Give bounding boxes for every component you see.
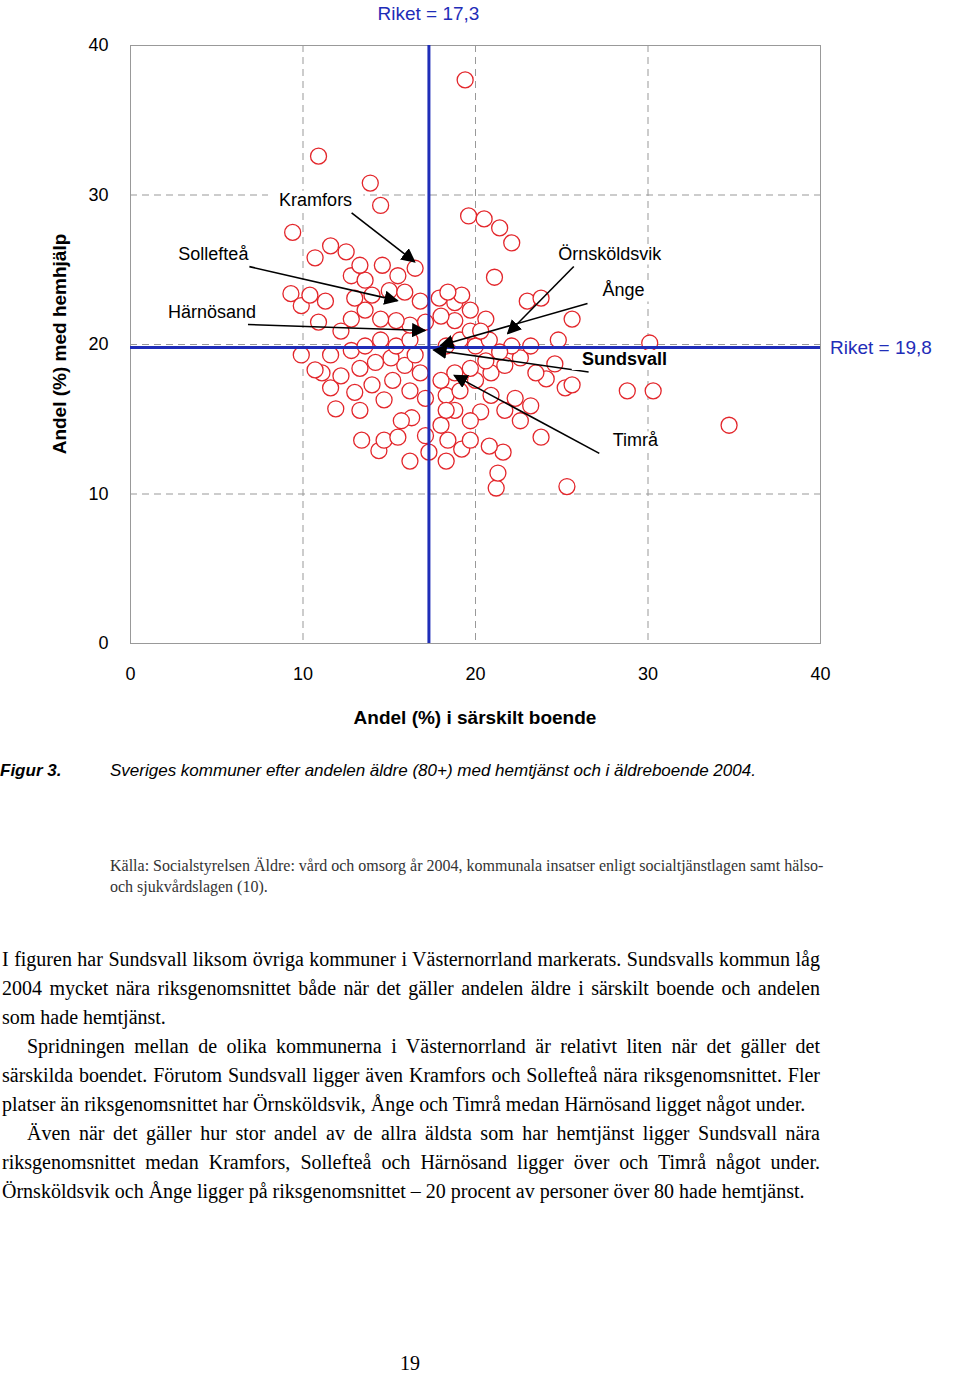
svg-text:20: 20 (465, 664, 485, 684)
svg-text:Sundsvall: Sundsvall (582, 349, 667, 369)
svg-text:40: 40 (810, 664, 830, 684)
svg-text:Ånge: Ånge (602, 280, 644, 300)
html-text:Sveriges kommuner efter andele: Sveriges kommuner efter andelen äldre (8… (110, 761, 756, 780)
svg-text:20: 20 (88, 334, 108, 354)
html-text:I figuren har Sundsvall liksom: I figuren har Sundsvall liksom övriga ko… (2, 948, 820, 1028)
svg-text:10: 10 (88, 484, 108, 504)
svg-text:0: 0 (98, 633, 108, 653)
svg-text:30: 30 (88, 185, 108, 205)
svg-text:Riket = 19,8: Riket = 19,8 (830, 337, 932, 358)
svg-text:Härnösand: Härnösand (168, 302, 256, 322)
html-text:Även när det gäller hur stor a: Även när det gäller hur stor andel av de… (2, 1122, 820, 1202)
svg-text:Andel (%) i särskilt boende: Andel (%) i särskilt boende (354, 707, 597, 728)
svg-text:Andel (%) med hemhjälp: Andel (%) med hemhjälp (49, 234, 70, 455)
svg-text:0: 0 (125, 664, 135, 684)
html-text:Figur 3.: Figur 3. (0, 761, 62, 780)
svg-text:Örnsköldsvik: Örnsköldsvik (558, 244, 662, 264)
svg-text:30: 30 (638, 664, 658, 684)
svg-text:10: 10 (293, 664, 313, 684)
svg-text:Riket = 17,3: Riket = 17,3 (377, 3, 479, 24)
html-text:Spridningen mellan de olika ko: Spridningen mellan de olika kommunerna i… (2, 1035, 820, 1115)
html-text:Källa: Socialstyrelsen Äldre:: Källa: Socialstyrelsen Äldre: vård och o… (110, 857, 824, 895)
html-text:19: 19 (400, 1352, 420, 1374)
svg-text:Timrå: Timrå (613, 430, 659, 450)
svg-text:Sollefteå: Sollefteå (178, 244, 249, 264)
svg-text:40: 40 (88, 35, 108, 55)
svg-text:Kramfors: Kramfors (279, 190, 352, 210)
